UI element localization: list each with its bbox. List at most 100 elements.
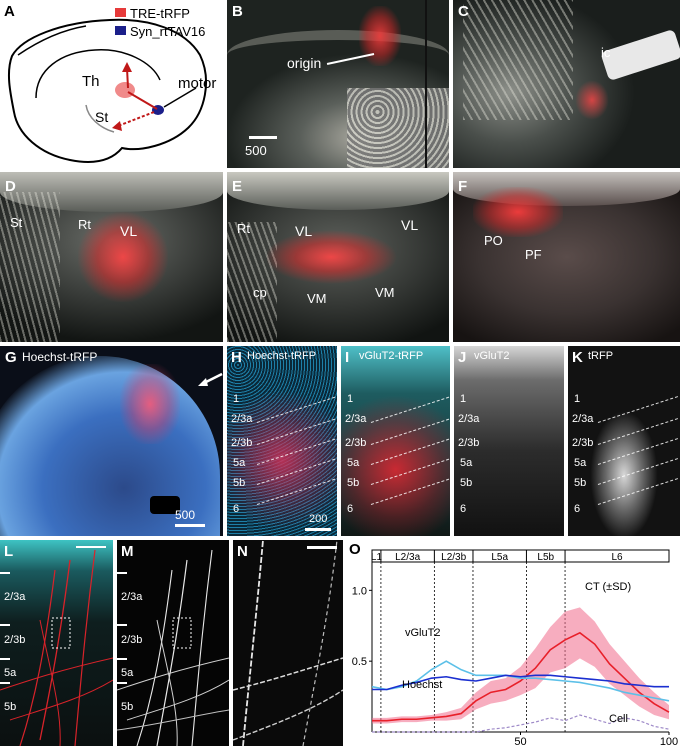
layer-23a-label-l: 2/3a — [4, 591, 26, 603]
white-neurites-n — [233, 540, 343, 746]
vl-label-e1: VL — [295, 223, 313, 239]
fiber-texture-d — [0, 192, 60, 342]
red-label-spot-c — [575, 80, 609, 120]
ventricle-g — [150, 496, 180, 514]
layer-tick-l4 — [0, 682, 10, 684]
layer-5a-label-m: 5a — [121, 667, 134, 679]
panel-c-micrograph: C ic — [453, 0, 680, 168]
thalamus-label: Th — [82, 73, 100, 90]
scale-label-g: 500 — [175, 508, 196, 522]
panel-label-l: L — [4, 543, 14, 560]
white-neurites-m — [117, 549, 229, 746]
layer-23a-label-m: 2/3a — [121, 591, 143, 603]
layer-band-label: L5a — [491, 552, 508, 563]
series-line-cell — [372, 714, 670, 733]
layer-tick-m2 — [117, 624, 127, 626]
layer-band-label: L6 — [611, 552, 623, 563]
red-label-spot — [359, 6, 401, 66]
layer-23b-label-i: 2/3b — [345, 437, 367, 449]
panel-i-micrograph: I vGluT2-tRFP 1 2/3a 2/3b 5a 5b 6 — [341, 346, 450, 536]
panel-d-micrograph: D St Rt VL — [0, 172, 223, 342]
layer-23a-label-i: 2/3a — [345, 413, 367, 425]
legend-blue-label: Syn_rtTAV16 — [130, 24, 206, 39]
vl-label-e2: VL — [401, 217, 419, 233]
layer-5b-label-m: 5b — [121, 701, 134, 713]
rt-label-e: Rt — [237, 221, 250, 236]
vl-label-d: VL — [120, 223, 138, 239]
layer-tick-m4 — [117, 682, 127, 684]
midline — [425, 0, 427, 168]
layer-6-label-k: 6 — [574, 503, 581, 515]
title-i: vGluT2-tRFP — [359, 350, 424, 362]
layer-23b-label-j: 2/3b — [458, 437, 480, 449]
layer-6-label-i: 6 — [347, 503, 354, 515]
layer-boundary-i4 — [370, 458, 450, 485]
layer-1-label-k: 1 — [574, 393, 581, 405]
panel-label-a: A — [4, 3, 15, 20]
panel-label-g: G — [5, 349, 17, 366]
layer-23b-label-h: 2/3b — [231, 437, 253, 449]
y-tick-label: 1.0 — [352, 585, 367, 597]
red-label-spot-e — [267, 217, 427, 297]
layer-boundary-h1 — [256, 396, 336, 423]
layer-band-label: L2/3a — [395, 552, 420, 563]
hippocampus-band-e — [227, 172, 449, 210]
layer-tick-l2 — [0, 624, 10, 626]
scale-bar-n — [307, 546, 337, 549]
layer-tick-l3 — [0, 658, 10, 660]
layer-boundary-i2 — [370, 418, 450, 445]
brain-outline-drawing — [7, 8, 207, 163]
panel-k-micrograph: K tRFP 1 2/3a 2/3b 5a 5b 6 — [568, 346, 680, 536]
pf-label-f: PF — [525, 247, 542, 262]
layer-1-label-i: 1 — [347, 393, 354, 405]
panel-label-o: O — [349, 541, 361, 558]
panel-a-schematic: A TRE-tRFP Syn_rtTAV16 Th St motor — [0, 0, 223, 168]
red-label-spot-d — [78, 212, 168, 302]
layer-6-label-h: 6 — [233, 503, 240, 515]
layer-boundary-h5 — [256, 478, 336, 505]
layer-band-label: L2/3b — [441, 552, 466, 563]
red-label-spot-g — [120, 364, 180, 444]
panel-e-micrograph: E Rt VL VL cp VM VM — [227, 172, 449, 342]
layer-23b-label-l: 2/3b — [4, 634, 26, 646]
panel-label-n: N — [237, 543, 248, 560]
vm-label-e1: VM — [307, 291, 327, 306]
layer-boundary-i3 — [370, 438, 450, 465]
layer-6-label-j: 6 — [460, 503, 467, 515]
panel-h-micrograph: H Hoechst-tRFP 1 2/3a 2/3b 5a 5b 6 200 — [227, 346, 337, 536]
scale-bar-h — [305, 528, 331, 531]
cortex-band — [227, 30, 449, 80]
layer-23a-label-k: 2/3a — [572, 413, 594, 425]
x-tick-label: 50 — [514, 736, 526, 746]
panel-l-micrograph: 2/3a 2/3b 5a 5b L — [0, 540, 113, 746]
layer-5b-label-j: 5b — [460, 477, 473, 489]
layer-boundary-h3 — [256, 438, 336, 465]
panel-label-i: I — [345, 349, 350, 366]
title-k: tRFP — [588, 350, 614, 362]
arrow-icon — [198, 372, 223, 386]
panel-label-f: F — [458, 178, 468, 195]
layer-5a-label-i: 5a — [347, 457, 360, 469]
layer-5b-label-l: 5b — [4, 701, 17, 713]
layer-1-label-h: 1 — [233, 393, 240, 405]
scale-label-h: 200 — [309, 513, 328, 525]
panel-j-micrograph: J vGluT2 1 2/3a 2/3b 5a 5b 6 — [454, 346, 564, 536]
motor-label: motor — [178, 75, 217, 92]
series-line-ct-sd — [372, 631, 670, 722]
panel-label-e: E — [232, 178, 243, 195]
panel-label-b: B — [232, 3, 243, 20]
panel-label-m: M — [121, 543, 134, 560]
scale-label-b: 500 — [245, 143, 267, 158]
legend-red-swatch — [115, 8, 126, 17]
layer-band-header — [371, 549, 670, 563]
scale-bar-g — [175, 524, 205, 527]
layer-boundary-i5 — [370, 478, 450, 505]
ic-label: ic — [601, 45, 611, 60]
layer-5a-label-k: 5a — [574, 457, 587, 469]
hippocampus-band — [0, 172, 223, 212]
red-neurites-l — [0, 549, 113, 746]
panel-f-micrograph: F PO PF — [453, 172, 680, 342]
layer-band-label: L1 — [371, 552, 383, 563]
layer-23a-label-h: 2/3a — [231, 413, 253, 425]
x-tick-label: 100 — [660, 736, 678, 746]
